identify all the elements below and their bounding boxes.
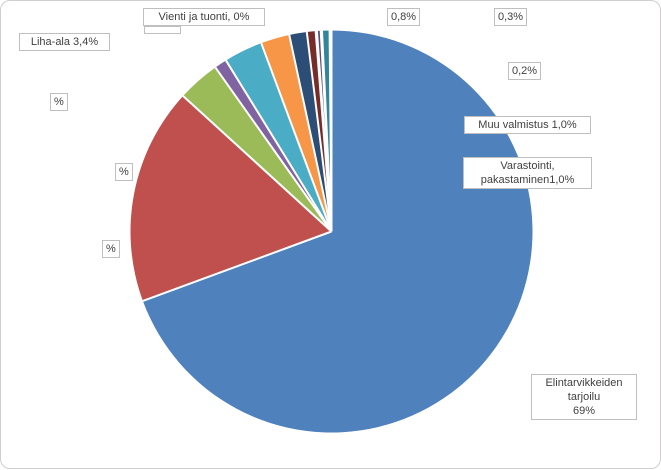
slice-separator (214, 66, 333, 233)
pie-data-label[interactable]: Elintarvikkeiden tarjoilu 69% (531, 374, 637, 420)
slice-separator (288, 34, 333, 232)
pie-data-label[interactable]: 0,2% (508, 62, 542, 80)
slice-separator (260, 42, 333, 232)
pie-slice-elintarvikkeiden-tarjoilu[interactable] (142, 30, 533, 433)
slice-separator (182, 95, 333, 233)
pie-slice-liha-ala[interactable] (183, 67, 332, 232)
pie-data-label[interactable]: 0,8% (387, 8, 421, 26)
slice-separator (225, 59, 333, 233)
pie-data-label[interactable]: % (102, 240, 120, 258)
slice-separator (142, 230, 332, 302)
pie-data-label[interactable]: % (50, 93, 68, 111)
pie-data-label[interactable]: Varastointi, pakastaminen1,0% (463, 157, 592, 189)
slice-separator (305, 31, 333, 232)
slice-separator (328, 30, 333, 232)
pie-slice-3[interactable] (215, 60, 332, 232)
pie-slice-4[interactable] (225, 43, 332, 232)
pie-data-label[interactable]: Vienti ja tuonti, 0% (143, 8, 265, 26)
pie-data-label[interactable]: Liha-ala 3,4% (19, 33, 110, 51)
pie-data-label[interactable]: Muu valmistus 1,0% (464, 116, 591, 134)
pie-data-label[interactable]: % (115, 163, 133, 181)
pie-data-label[interactable]: 0,3% (494, 8, 528, 26)
slice-separator (320, 30, 333, 232)
empty-data-label[interactable] (144, 26, 181, 34)
